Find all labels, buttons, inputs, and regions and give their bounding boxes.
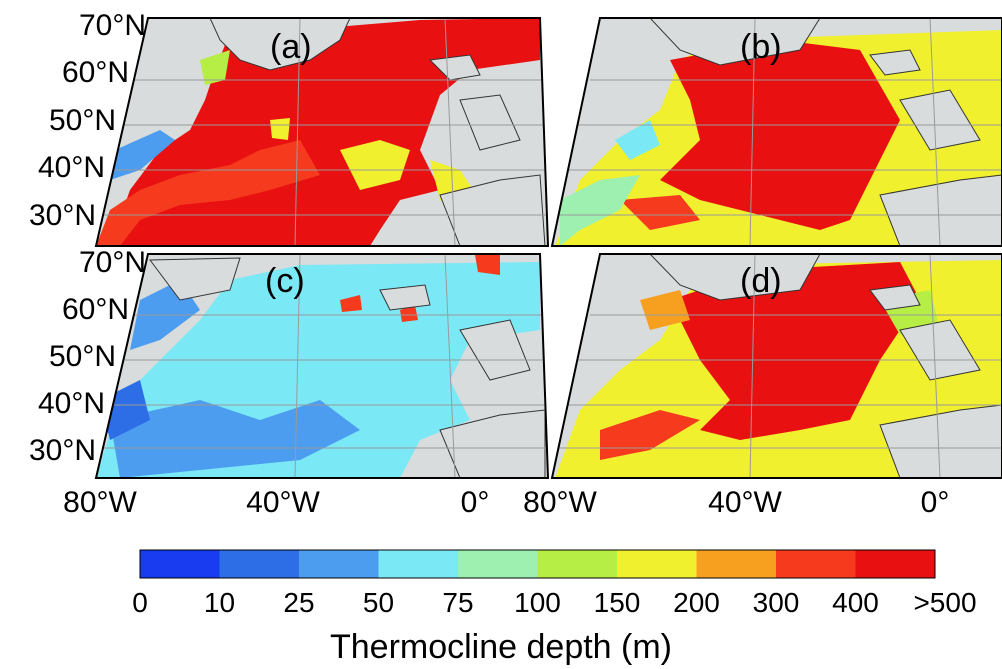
ocean-red-2 — [620, 195, 700, 230]
colorbar-swatch — [458, 550, 538, 578]
ocean-red — [96, 140, 320, 246]
colorbar-swatch — [537, 550, 617, 578]
iceland-land — [869, 284, 921, 311]
ocean-cyan — [615, 120, 660, 160]
ocean-yellow — [340, 140, 410, 190]
lat-label-40n-bottom: 40°N — [38, 387, 105, 420]
colorbar-tick-label: 10 — [204, 587, 235, 618]
panel-label-c: (c) — [265, 262, 305, 300]
lat-label-30n-top: 30°N — [29, 199, 96, 232]
panel-label-b: (b) — [740, 28, 782, 66]
spot-red-2 — [400, 305, 418, 322]
colorbar-tick-label: 25 — [283, 587, 314, 618]
greenland-land — [648, 18, 821, 66]
colorbar-swatch — [219, 550, 299, 578]
ocean-green — [560, 175, 640, 246]
lat-label-70n-bottom: 70°N — [79, 246, 146, 279]
colorbar-swatch — [776, 550, 856, 578]
colorbar — [139, 549, 936, 579]
africa-land — [439, 174, 546, 246]
ocean-orange — [640, 290, 690, 330]
frame-d — [550, 253, 1002, 479]
colorbar-swatch — [378, 550, 458, 578]
colorbar-tick-label: 75 — [442, 587, 473, 618]
iceland-land — [379, 284, 431, 311]
lat-label-50n-bottom: 50°N — [49, 340, 116, 373]
ocean-green — [200, 50, 230, 85]
lon-label-40w-left: 40°W — [246, 486, 320, 519]
lon-label-80w-left: 80°W — [63, 486, 137, 519]
colorbar-tick-label: 50 — [363, 587, 394, 618]
panel-label-a: (a) — [270, 28, 312, 66]
panel-b — [552, 18, 1002, 246]
ocean-red — [660, 40, 900, 230]
iceland-land — [428, 54, 481, 81]
colorbar-swatch — [696, 550, 776, 578]
lat-label-50n-top: 50°N — [49, 104, 116, 137]
patch-yellow — [270, 118, 290, 140]
frame-c — [94, 253, 550, 479]
lon-label-0-left: 0° — [461, 486, 490, 519]
colorbar-tick-label: 0 — [132, 587, 148, 618]
lat-label-40n-top: 40°N — [38, 151, 105, 184]
colorbar-swatch — [855, 550, 935, 578]
colorbar-swatch — [617, 550, 697, 578]
colorbar-tick-label: 300 — [753, 587, 800, 618]
greenland-land — [149, 257, 241, 301]
colorbar-tick-label: 400 — [832, 587, 879, 618]
colorbar-ticks: 0 10 25 50 75 100 150 200 300 400 >500 — [132, 587, 976, 618]
africa-land — [879, 404, 1002, 478]
europe-land — [459, 319, 531, 381]
colorbar-title: Thermocline depth (m) — [330, 628, 672, 666]
frame-a — [94, 17, 550, 247]
africa-land — [879, 174, 1002, 246]
ocean-blue — [110, 400, 360, 478]
lon-label-0-right: 0° — [921, 486, 950, 519]
ocean-red — [670, 262, 920, 440]
africa-land — [439, 409, 546, 478]
panel-label-d: (d) — [740, 262, 782, 300]
colorbar-swatch — [299, 550, 379, 578]
europe-land — [459, 94, 521, 151]
lat-label-30n-bottom: 30°N — [29, 434, 96, 467]
colorbar-tick-label: 200 — [673, 587, 720, 618]
colorbar-swatch — [140, 550, 220, 578]
greenland-land — [209, 18, 351, 71]
colorbar-tick-label: 100 — [514, 587, 561, 618]
spot-red-3 — [475, 255, 500, 275]
lat-label-60n-bottom: 60°N — [62, 293, 129, 326]
lon-label-80w-right: 80°W — [523, 486, 597, 519]
colorbar-tick-label: >500 — [913, 587, 976, 618]
colorbar-tick-label: 150 — [594, 587, 641, 618]
frame-b — [550, 17, 1002, 247]
shelf-blue — [110, 130, 175, 180]
lon-label-40w-right: 40°W — [708, 486, 782, 519]
lat-label-60n-top: 60°N — [62, 56, 129, 89]
greenland-land — [648, 254, 821, 301]
spot-red — [340, 295, 362, 312]
iceland-land — [869, 49, 921, 76]
panel-a — [96, 18, 548, 246]
panel-c — [96, 254, 548, 478]
panel-d — [552, 254, 1002, 478]
colorbar-border — [139, 549, 936, 579]
lat-label-70n-top: 70°N — [79, 9, 146, 42]
